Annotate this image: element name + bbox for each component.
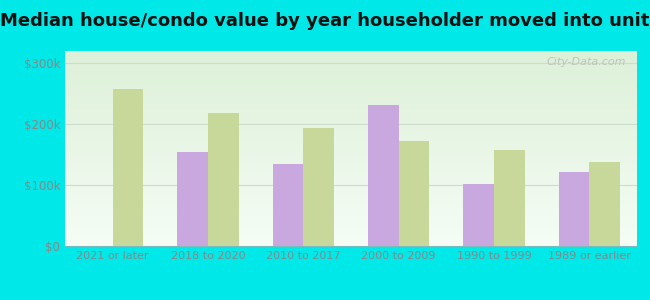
Bar	[273, 164, 304, 246]
Bar	[112, 89, 143, 246]
Bar	[590, 162, 620, 246]
Text: City-Data.com: City-Data.com	[546, 57, 625, 67]
Bar	[398, 141, 429, 246]
Text: Median house/condo value by year householder moved into unit: Median house/condo value by year househo…	[0, 12, 650, 30]
Bar	[463, 184, 494, 246]
Bar	[494, 150, 525, 246]
Bar	[208, 113, 239, 246]
Bar	[304, 128, 334, 246]
Bar	[559, 172, 590, 246]
Bar	[368, 105, 398, 246]
Bar	[177, 152, 208, 246]
